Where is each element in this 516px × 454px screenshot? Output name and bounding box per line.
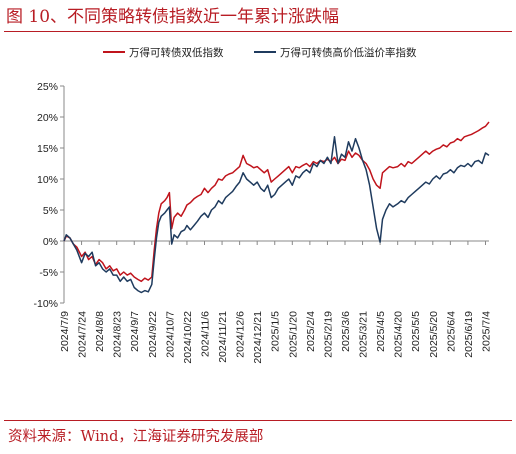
y-tick-label: 15% [37, 143, 58, 155]
x-tick-label: 2024/9/7 [129, 311, 141, 352]
legend-label-2: 万得可转债高价低溢价率指数 [280, 46, 417, 59]
series-line-2 [63, 136, 490, 294]
x-tick-label: 2024/9/22 [147, 311, 159, 358]
x-tick-label: 2025/4/5 [375, 311, 387, 352]
x-tick-label: 2025/2/4 [305, 311, 317, 352]
y-axis: 25% 20% 15% 10% 5% 0% -5% -10% [33, 81, 65, 310]
x-tick-label: 2025/4/20 [393, 311, 405, 358]
y-tick-label: 0% [43, 236, 58, 248]
line-chart: 万得可转债双低指数 万得可转债高价低溢价率指数 25% 20% 15% 10% 5% 0% -… [33, 46, 492, 364]
plot-area [63, 121, 490, 294]
y-tick-label: -10% [33, 298, 58, 310]
legend-label-1: 万得可转债双低指数 [129, 46, 224, 59]
x-tick-label: 2024/11/21 [217, 311, 229, 363]
x-tick-label: 2024/12/21 [252, 311, 264, 364]
x-tick-label: 2025/2/19 [322, 311, 334, 358]
x-tick-label: 2024/12/6 [235, 311, 247, 358]
x-tick-label: 2025/6/19 [463, 311, 475, 358]
x-tick-label: 2024/11/6 [199, 311, 211, 357]
title-rule [4, 31, 512, 32]
source-rule [4, 420, 512, 421]
x-tick-label: 2024/10/7 [164, 311, 176, 358]
y-tick-label: 5% [43, 205, 58, 217]
x-tick-label: 2024/8/23 [112, 311, 124, 358]
x-tick-label: 2025/5/20 [428, 311, 440, 358]
series-line-1 [63, 121, 490, 283]
x-tick-label: 2024/7/24 [77, 311, 89, 358]
source-note: 资料来源：Wind，江海证券研究发展部 [8, 429, 264, 445]
x-axis: 2024/7/9 2024/7/24 2024/8/8 2024/8/23 2024/9… [59, 240, 492, 364]
y-tick-label: 25% [37, 81, 58, 93]
y-tick-label: 20% [37, 112, 58, 124]
x-tick-label: 2025/7/4 [480, 311, 492, 352]
figure-title: 图 10、不同策略转债指数近一年累计涨跌幅 [6, 7, 340, 27]
x-tick-label: 2024/8/8 [94, 311, 106, 352]
x-tick-label: 2025/6/4 [445, 311, 457, 352]
chart-legend: 万得可转债双低指数 万得可转债高价低溢价率指数 [103, 46, 417, 59]
y-tick-label: 10% [37, 174, 58, 186]
x-tick-label: 2025/3/21 [358, 311, 370, 358]
x-tick-label: 2025/5/5 [410, 311, 422, 352]
x-tick-label: 2024/7/9 [59, 311, 71, 352]
x-tick-label: 2025/3/6 [340, 311, 352, 352]
x-tick-label: 2025/1/5 [270, 311, 282, 352]
y-tick-label: -5% [39, 267, 58, 279]
x-tick-label: 2024/10/22 [182, 311, 194, 364]
x-tick-label: 2025/1/20 [287, 311, 299, 358]
